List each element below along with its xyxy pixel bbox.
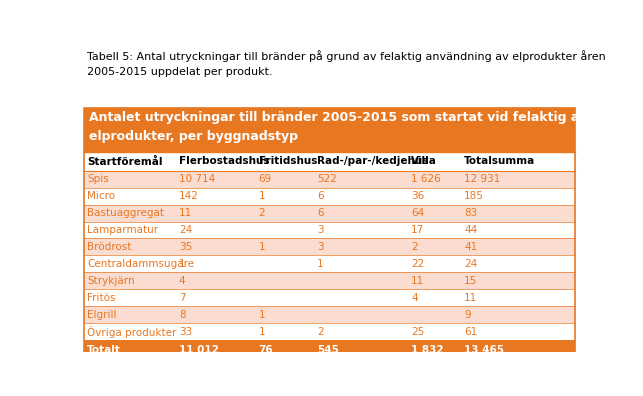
- Text: Totalt: Totalt: [87, 345, 122, 355]
- Text: 12 931: 12 931: [464, 174, 500, 184]
- Text: Fritidshus: Fritidshus: [258, 156, 317, 166]
- Text: 24: 24: [179, 225, 192, 235]
- Text: 2: 2: [412, 242, 418, 252]
- Text: 7: 7: [179, 293, 185, 303]
- Bar: [84, 108, 575, 360]
- Text: Tabell 5: Antal utryckningar till bränder på grund av felaktig användning av elp: Tabell 5: Antal utryckningar till brände…: [87, 50, 605, 77]
- Text: Bastuaggregat: Bastuaggregat: [87, 208, 165, 218]
- Text: 24: 24: [464, 259, 477, 269]
- Text: Elgrill: Elgrill: [87, 310, 117, 320]
- Text: 142: 142: [179, 191, 199, 201]
- Text: 2: 2: [317, 327, 323, 337]
- Text: 22: 22: [412, 259, 424, 269]
- Bar: [84, 289, 575, 306]
- Text: 4: 4: [179, 276, 185, 286]
- Bar: [84, 221, 575, 238]
- Text: 1 832: 1 832: [412, 345, 444, 355]
- Bar: [84, 306, 575, 323]
- Text: 15: 15: [464, 276, 477, 286]
- Text: 13 465: 13 465: [464, 345, 504, 355]
- Text: 9: 9: [464, 310, 471, 320]
- Text: Brödrost: Brödrost: [87, 242, 132, 252]
- Text: 76: 76: [258, 345, 273, 355]
- Bar: [84, 152, 575, 171]
- Text: Strykjärn: Strykjärn: [87, 276, 135, 286]
- Text: Rad-/par-/kedjehus: Rad-/par-/kedjehus: [317, 156, 428, 166]
- Text: 6: 6: [317, 191, 323, 201]
- Text: 2: 2: [258, 208, 266, 218]
- Text: 64: 64: [412, 208, 424, 218]
- Text: 33: 33: [179, 327, 192, 337]
- Text: 25: 25: [412, 327, 424, 337]
- Text: 545: 545: [317, 345, 339, 355]
- Bar: [84, 205, 575, 221]
- Text: 17: 17: [412, 225, 424, 235]
- Text: 522: 522: [317, 174, 337, 184]
- Text: Totalsumma: Totalsumma: [464, 156, 535, 166]
- Bar: [84, 108, 575, 152]
- Text: Micro: Micro: [87, 191, 116, 201]
- Text: 36: 36: [412, 191, 424, 201]
- Text: 35: 35: [179, 242, 192, 252]
- Text: 11: 11: [412, 276, 424, 286]
- Text: Flerbostadshus: Flerbostadshus: [179, 156, 269, 166]
- Text: 3: 3: [317, 225, 323, 235]
- Text: Startföremål: Startföremål: [87, 156, 163, 167]
- Text: 1: 1: [258, 327, 266, 337]
- Bar: [84, 171, 575, 188]
- Text: 1: 1: [179, 259, 185, 269]
- Bar: [84, 323, 575, 340]
- Text: 1: 1: [258, 191, 266, 201]
- Bar: [84, 255, 575, 272]
- Text: Centraldammsugare: Centraldammsugare: [87, 259, 194, 269]
- Text: 69: 69: [258, 174, 272, 184]
- Text: 41: 41: [464, 242, 477, 252]
- Bar: [84, 272, 575, 289]
- Text: Övriga produkter: Övriga produkter: [87, 326, 177, 338]
- Text: 44: 44: [464, 225, 477, 235]
- Text: 185: 185: [464, 191, 484, 201]
- Text: 10 714: 10 714: [179, 174, 215, 184]
- Text: Spis: Spis: [87, 174, 109, 184]
- Text: 4: 4: [412, 293, 418, 303]
- Bar: [84, 188, 575, 205]
- Text: 83: 83: [464, 208, 477, 218]
- Text: 1 626: 1 626: [412, 174, 441, 184]
- Bar: [84, 340, 575, 360]
- Text: Fritös: Fritös: [87, 293, 116, 303]
- Text: Villa: Villa: [412, 156, 437, 166]
- Text: 11 012: 11 012: [179, 345, 219, 355]
- Text: 6: 6: [317, 208, 323, 218]
- Bar: [84, 238, 575, 255]
- Text: 1: 1: [258, 242, 266, 252]
- Text: 1: 1: [317, 259, 323, 269]
- Text: Antalet utryckningar till bränder 2005-2015 som startat vid felaktig användning : Antalet utryckningar till bränder 2005-2…: [89, 111, 643, 143]
- Text: Lamparmatur: Lamparmatur: [87, 225, 158, 235]
- Text: 61: 61: [464, 327, 477, 337]
- Text: 11: 11: [179, 208, 192, 218]
- Text: 11: 11: [464, 293, 477, 303]
- Text: 8: 8: [179, 310, 185, 320]
- Text: 3: 3: [317, 242, 323, 252]
- Text: 1: 1: [258, 310, 266, 320]
